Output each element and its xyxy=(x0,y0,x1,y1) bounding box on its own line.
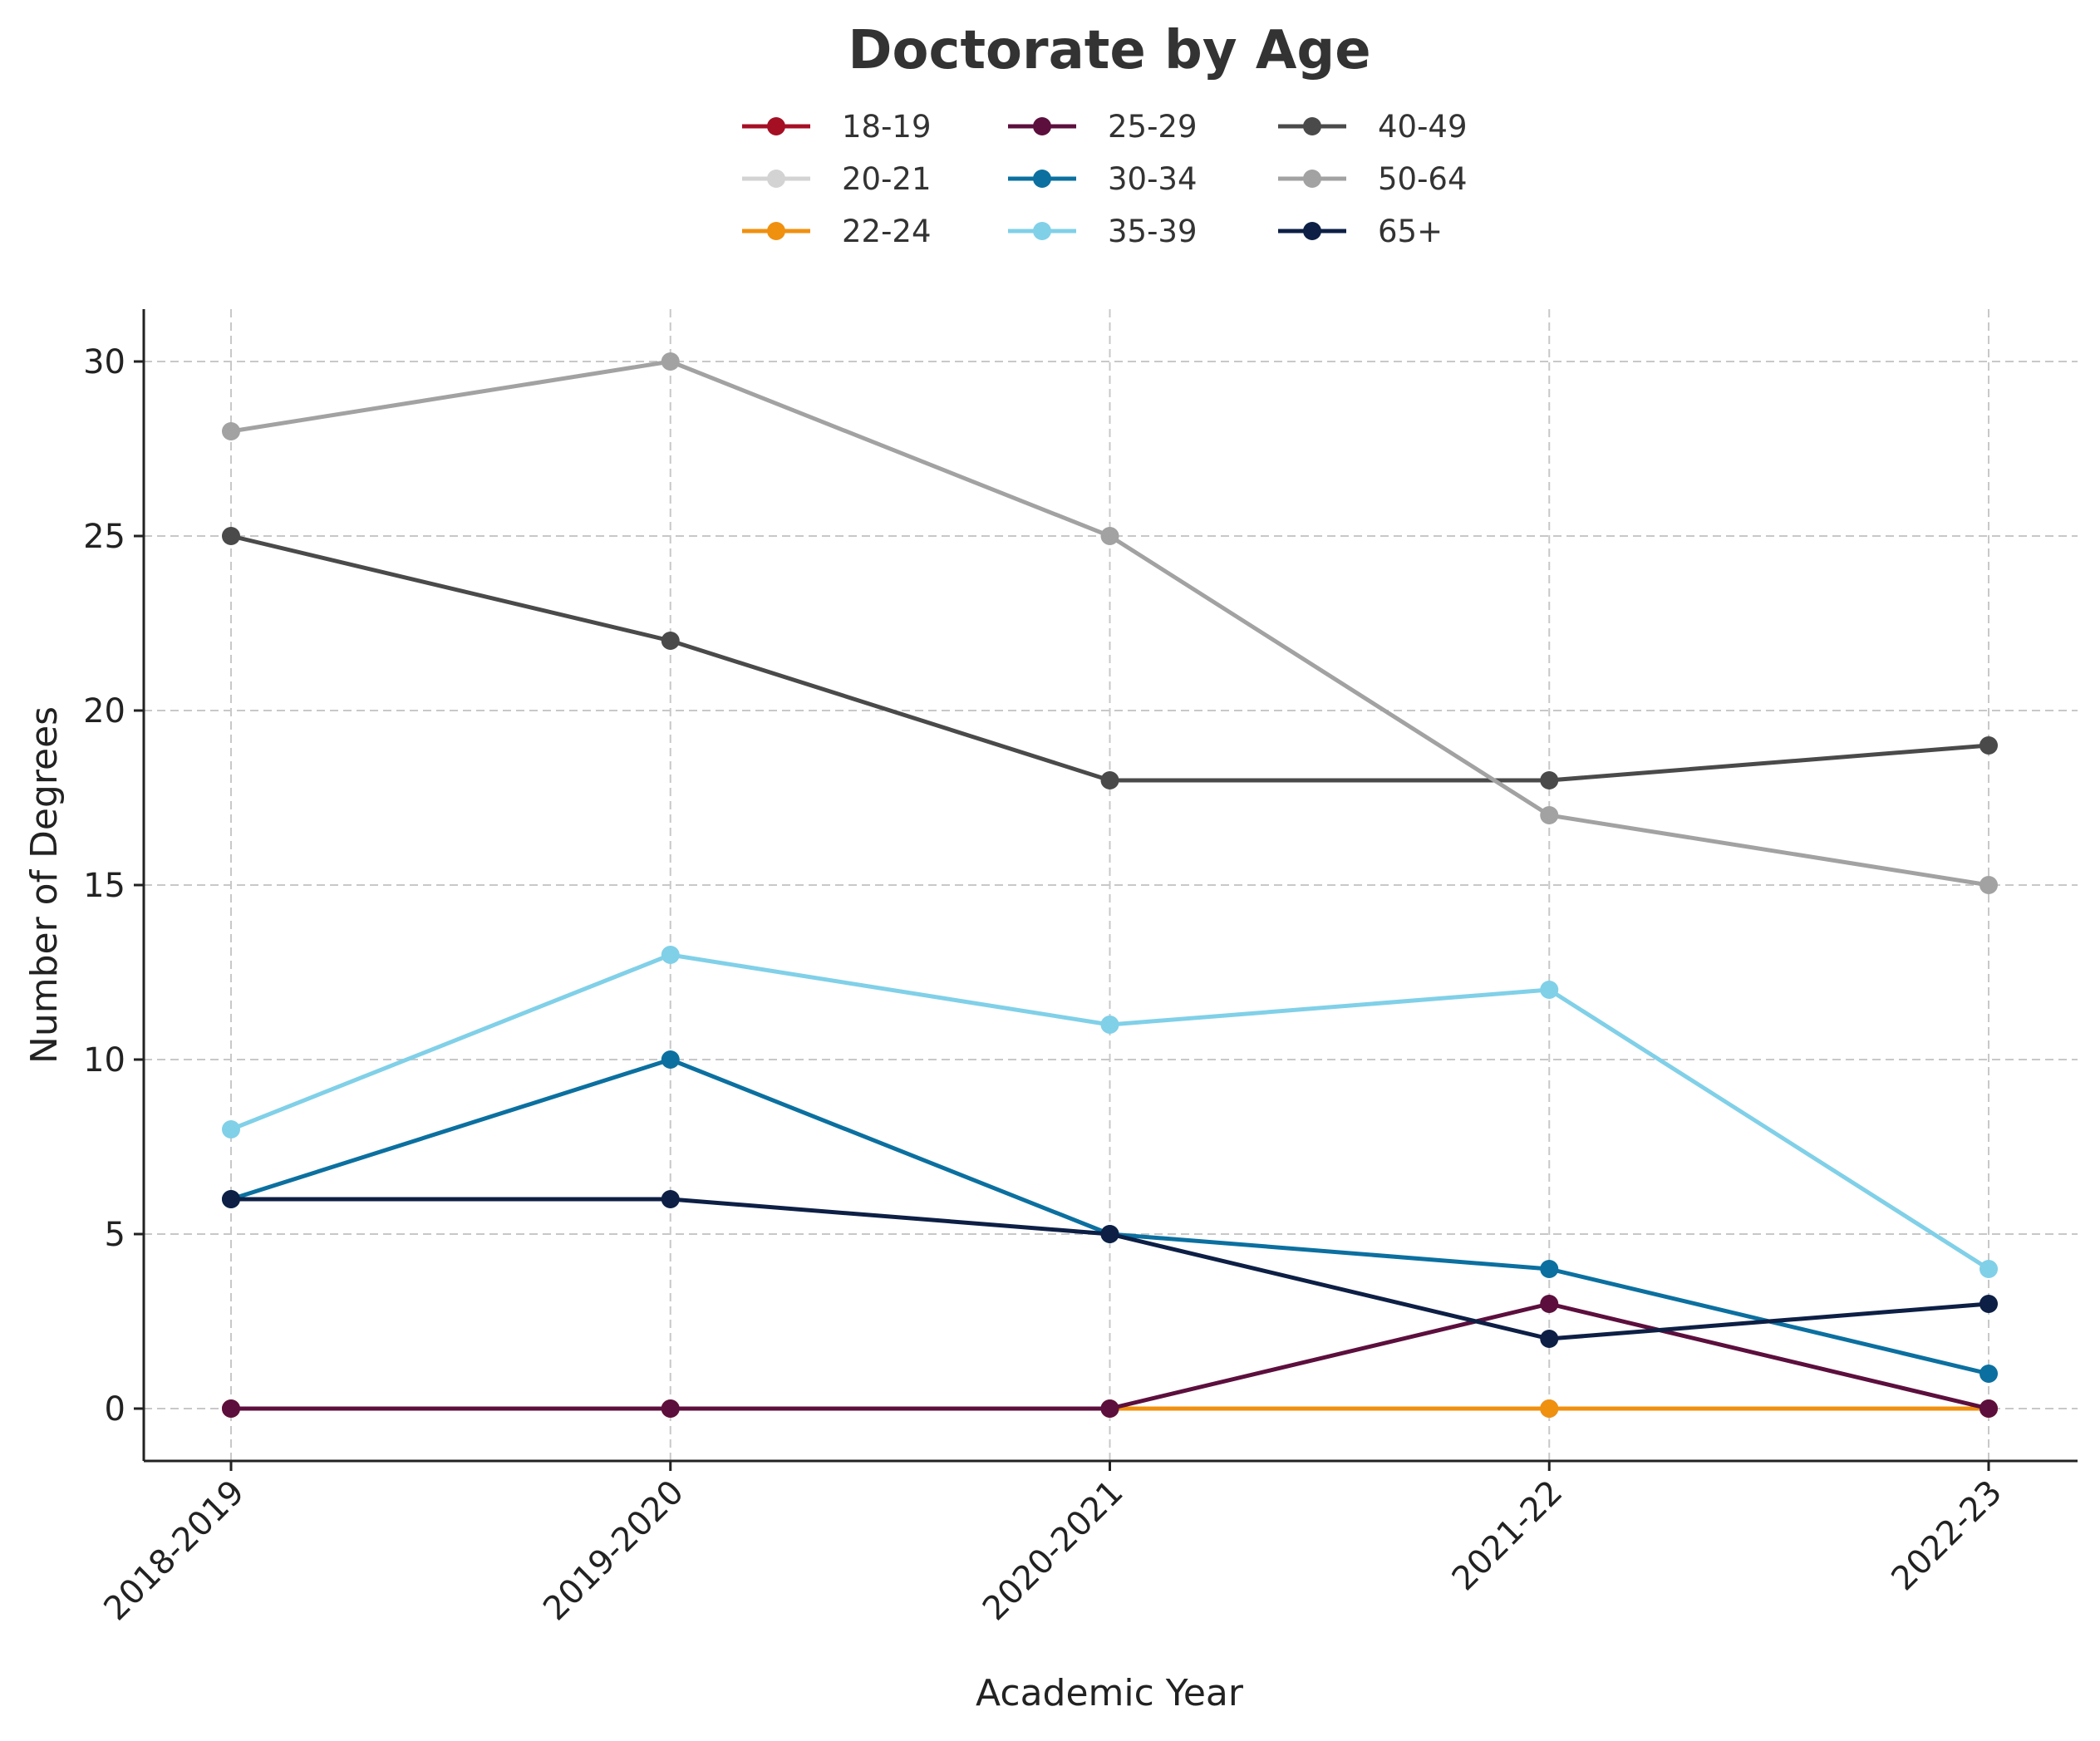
series-65+ xyxy=(222,1190,1998,1348)
data-point-50-64-2 xyxy=(1100,527,1119,545)
data-point-22-24-3 xyxy=(1540,1399,1559,1418)
series-50-64 xyxy=(222,352,1998,894)
legend-label: 25-29 xyxy=(1108,109,1198,145)
y-axis-label: Number of Degrees xyxy=(23,706,66,1064)
legend-marker xyxy=(767,117,785,135)
legend-label: 50-64 xyxy=(1378,161,1468,197)
data-point-25-29-1 xyxy=(661,1399,680,1418)
legend-marker xyxy=(1303,117,1321,135)
data-point-50-64-3 xyxy=(1540,806,1559,824)
data-point-65+-1 xyxy=(661,1190,680,1208)
data-point-50-64-0 xyxy=(222,422,240,440)
data-point-40-49-1 xyxy=(661,632,680,650)
x-tick-label: 2018-2019 xyxy=(96,1473,252,1629)
data-point-65+-4 xyxy=(1980,1295,1998,1313)
data-point-65+-2 xyxy=(1100,1225,1119,1243)
legend-marker xyxy=(767,170,785,188)
x-tick-label: 2022-23 xyxy=(1884,1473,2009,1599)
y-tick-label: 25 xyxy=(83,518,125,556)
data-point-35-39-4 xyxy=(1980,1260,1998,1278)
data-point-25-29-2 xyxy=(1100,1399,1119,1418)
legend-label: 65+ xyxy=(1378,214,1443,249)
x-axis-label: Academic Year xyxy=(976,1672,1244,1714)
legend-label: 20-21 xyxy=(842,161,932,197)
y-tick-label: 10 xyxy=(83,1041,125,1080)
data-point-25-29-4 xyxy=(1980,1399,1998,1418)
legend-label: 22-24 xyxy=(842,214,932,249)
legend-item-40-49: 40-49 xyxy=(1278,109,1468,145)
data-point-35-39-1 xyxy=(661,946,680,964)
x-tick-label: 2019-2020 xyxy=(536,1473,691,1629)
data-point-40-49-3 xyxy=(1540,771,1559,789)
legend-label: 30-34 xyxy=(1108,161,1198,197)
data-point-35-39-3 xyxy=(1540,981,1559,999)
data-point-30-34-4 xyxy=(1980,1365,1998,1383)
x-tick-label: 2021-22 xyxy=(1445,1473,1571,1599)
legend-item-20-21: 20-21 xyxy=(742,161,932,197)
x-ticks: 2018-2019 2019-2020 2020-2021 2021-22 2022-2… xyxy=(96,1461,2009,1628)
data-point-40-49-2 xyxy=(1100,771,1119,789)
legend-item-18-19: 18-19 xyxy=(742,109,932,145)
data-point-25-29-3 xyxy=(1540,1295,1559,1313)
legend-marker xyxy=(767,222,785,240)
legend-marker xyxy=(1033,117,1051,135)
legend-marker xyxy=(1303,170,1321,188)
legend-label: 40-49 xyxy=(1378,109,1468,145)
legend-marker xyxy=(1033,170,1051,188)
legend-marker xyxy=(1033,222,1051,240)
y-ticks: 0 5 10 15 20 25 30 xyxy=(83,343,144,1429)
data-point-40-49-4 xyxy=(1980,736,1998,755)
legend-label: 35-39 xyxy=(1108,214,1198,249)
data-point-25-29-0 xyxy=(222,1399,240,1418)
data-point-65+-3 xyxy=(1540,1330,1559,1348)
legend: 18-19 20-21 22-24 25-29 30-34 35-39 40-49 50-64… xyxy=(742,109,1468,249)
y-tick-label: 20 xyxy=(83,692,125,730)
legend-item-25-29: 25-29 xyxy=(1008,109,1198,145)
series-40-49 xyxy=(222,527,1998,789)
data-point-35-39-2 xyxy=(1100,1016,1119,1034)
legend-item-50-64: 50-64 xyxy=(1278,161,1468,197)
legend-label: 18-19 xyxy=(842,109,932,145)
data-point-50-64-1 xyxy=(661,352,680,371)
legend-marker xyxy=(1303,222,1321,240)
legend-item-65+: 65+ xyxy=(1278,214,1443,249)
y-tick-label: 0 xyxy=(105,1390,125,1429)
data-point-50-64-4 xyxy=(1980,876,1998,894)
y-tick-label: 15 xyxy=(83,867,125,905)
data-point-65+-0 xyxy=(222,1190,240,1208)
series-25-29 xyxy=(222,1295,1998,1418)
grid xyxy=(144,309,2078,1461)
x-tick-label: 2020-2021 xyxy=(976,1473,1131,1629)
legend-item-22-24: 22-24 xyxy=(742,214,932,249)
y-tick-label: 5 xyxy=(105,1216,125,1254)
legend-item-30-34: 30-34 xyxy=(1008,161,1198,197)
series-group xyxy=(222,352,1998,1418)
y-tick-label: 30 xyxy=(83,343,125,381)
chart-title: Doctorate by Age xyxy=(848,20,1370,81)
data-point-40-49-0 xyxy=(222,527,240,545)
series-35-39 xyxy=(222,946,1998,1278)
data-point-30-34-3 xyxy=(1540,1260,1559,1278)
legend-item-35-39: 35-39 xyxy=(1008,214,1198,249)
data-point-35-39-0 xyxy=(222,1120,240,1139)
data-point-30-34-1 xyxy=(661,1050,680,1069)
